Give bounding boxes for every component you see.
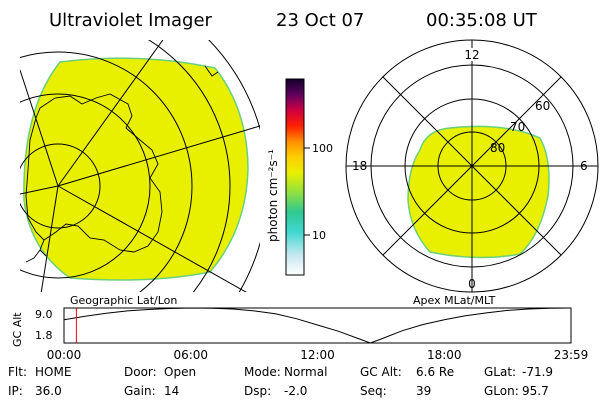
uv-emission-region-polar: [407, 125, 550, 259]
status-value: 6.6 Re: [416, 365, 454, 379]
altitude-strip-chart: GC Alt 9.0 1.8 00:00 06:00 12:00 18:00 23:59: [11, 307, 589, 362]
meridian-line: [57, 40, 164, 187]
status-value: 14: [164, 384, 179, 398]
status-label: Seq:: [360, 384, 387, 398]
status-label: Dsp:: [244, 384, 271, 398]
altitude-axis-label: GC Alt: [11, 312, 24, 347]
label-bg: [464, 48, 480, 61]
altitude-xtick-label: 23:59: [554, 348, 589, 362]
status-value: 95.7: [522, 384, 549, 398]
altitude-xtick-label: 00:00: [47, 348, 82, 362]
colorbar-tick-label-10: 10: [312, 229, 326, 242]
geographic-image-panel: [20, 40, 260, 292]
mlat-label-70: 70: [510, 120, 525, 134]
status-value: 36.0: [35, 384, 62, 398]
status-label: Mode:: [244, 365, 281, 379]
status-value: Normal: [284, 365, 327, 379]
altitude-series-line: [63, 307, 571, 344]
colorbar: 100 10 photon cm⁻²s⁻¹: [266, 78, 333, 276]
header-date: 23 Oct 07: [276, 10, 364, 31]
status-label: Gain:: [124, 384, 156, 398]
altitude-xtick-label: 12:00: [300, 348, 335, 362]
status-label: Flt:: [8, 365, 27, 379]
mlt-label-18: 18: [352, 159, 367, 173]
mlat-label-80: 80: [490, 141, 505, 155]
latitude-circle: [20, 143, 101, 229]
colorbar-label: photon cm⁻²s⁻¹: [266, 149, 280, 242]
meridian-line: [57, 185, 247, 292]
status-value: -71.9: [522, 365, 553, 379]
altitude-ytick-min: 1.8: [35, 329, 53, 342]
mlt-label-12: 12: [464, 48, 479, 62]
meridian-line: [57, 125, 260, 187]
header-time: 00:35:08 UT: [426, 10, 538, 31]
status-panel: Flt: HOME Door: Open Mode: Normal GC Alt: 6.6 R…: [8, 365, 553, 398]
mlt-label-6: 6: [580, 159, 588, 173]
mlat-label-60: 60: [535, 99, 550, 113]
status-label: GLon:: [484, 384, 519, 398]
mlt-label-0: 0: [468, 277, 476, 291]
altitude-plot-frame: [63, 307, 572, 344]
latitude-circle: [20, 51, 193, 292]
status-label: IP:: [8, 384, 23, 398]
right-panel-caption: Apex MLat/MLT: [413, 294, 496, 307]
antarctica-coastline: [25, 93, 163, 253]
antarctic-peninsula: [25, 239, 47, 263]
status-value: HOME: [35, 365, 71, 379]
status-value: 39: [416, 384, 431, 398]
meridian-line: [20, 185, 59, 195]
colorbar-scale: [285, 78, 305, 276]
colorbar-tick-label-100: 100: [312, 142, 333, 155]
left-panel-caption: Geographic Lat/Lon: [70, 294, 177, 307]
latitude-circle: [147, 40, 231, 292]
polar-image-panel: 12 18 6 0 60 70 80: [345, 39, 599, 293]
meridian-line: [40, 185, 59, 292]
status-label: GLat:: [484, 365, 516, 379]
header-title: Ultraviolet Imager: [49, 10, 213, 31]
status-value: -2.0: [284, 384, 307, 398]
status-value: Open: [164, 365, 196, 379]
altitude-ytick-max: 9.0: [35, 308, 53, 321]
meridian-line: [20, 69, 59, 187]
uv-emission-region: [23, 57, 249, 281]
terminator-mark: [204, 65, 219, 77]
status-label: GC Alt:: [360, 365, 402, 379]
mlt-line-diagonal: [382, 76, 562, 256]
status-label: Door:: [124, 365, 157, 379]
latitude-circle: [20, 93, 151, 279]
altitude-xtick-label: 06:00: [173, 348, 208, 362]
altitude-xtick-label: 18:00: [427, 348, 462, 362]
